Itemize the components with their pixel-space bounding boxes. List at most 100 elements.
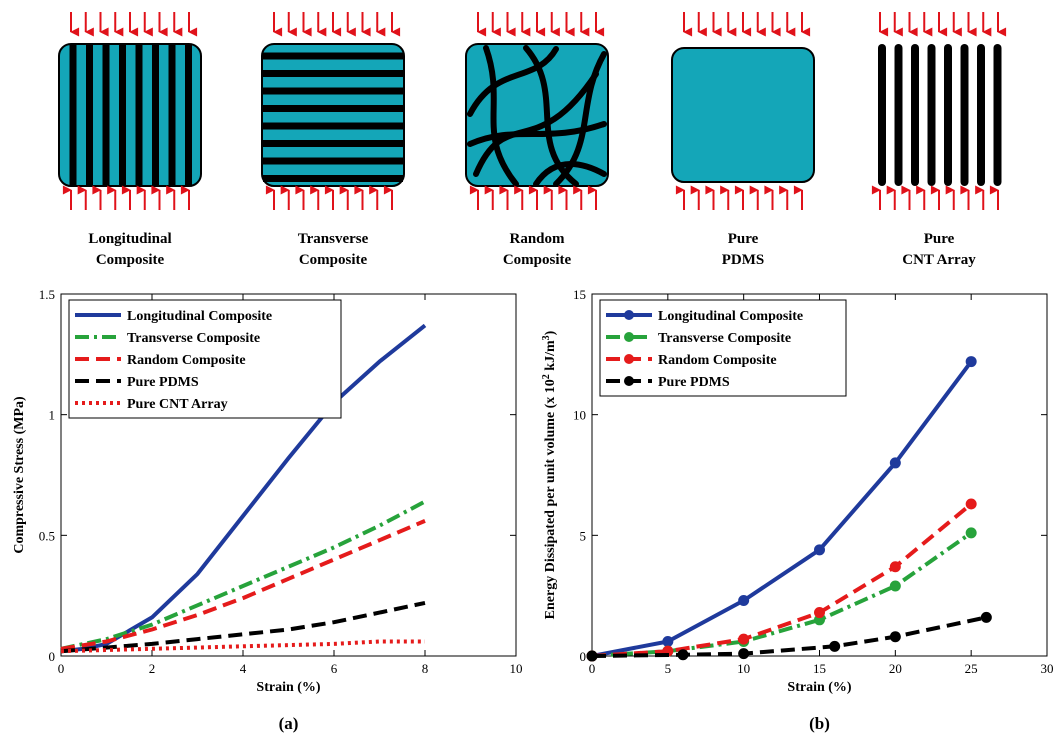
x-axis-label: Strain (%) (256, 680, 321, 695)
legend-label: Longitudinal Composite (658, 309, 803, 324)
y-tick-label: 10 (573, 408, 586, 423)
y-axis-label-part: ) (543, 330, 558, 335)
y-tick-label: 15 (573, 287, 586, 302)
data-point (738, 594, 750, 606)
data-point (889, 457, 901, 469)
schematic-label-line1: Longitudinal (88, 231, 171, 247)
legend-label: Longitudinal Composite (127, 309, 272, 324)
data-point (965, 498, 977, 510)
series-line (60, 499, 426, 651)
schematic-1: Longitudinal Composite (58, 43, 202, 268)
x-tick-label: 20 (889, 661, 902, 676)
x-tick-label: 10 (737, 661, 750, 676)
series-random-composite (60, 519, 426, 651)
arrows-top (683, 12, 811, 37)
schematic-label-line2: Composite (503, 252, 572, 268)
series-transverse-composite (60, 499, 426, 651)
y-tick-label: 0 (580, 649, 587, 664)
series-line (591, 615, 987, 658)
schematic-4: Pure PDMS (671, 47, 815, 268)
x-tick-label: 30 (1041, 661, 1054, 676)
arrows-top (273, 12, 401, 37)
x-tick-label: 8 (422, 661, 429, 676)
arrows-top (477, 12, 605, 37)
schematic-5: Pure CNT Array (878, 44, 1002, 268)
arrows-bottom (675, 185, 803, 210)
y-tick-label: 0.5 (39, 528, 55, 543)
arrows-bottom (871, 185, 999, 210)
panel-label: (b) (809, 714, 830, 733)
y-tick-label: 5 (580, 528, 587, 543)
legend-label: Transverse Composite (127, 331, 260, 346)
series-line (60, 323, 427, 654)
x-tick-label: 15 (813, 661, 826, 676)
schematic-label-line2: PDMS (722, 252, 765, 268)
schematic-label-line1: Transverse (298, 231, 369, 247)
arrows-bottom (62, 185, 190, 210)
cnt-fiber (553, 51, 607, 187)
data-point (814, 544, 825, 556)
data-point (889, 631, 901, 643)
arrows-bottom (265, 185, 393, 210)
arrows-top (70, 12, 198, 37)
schematic-label-line2: Composite (299, 252, 368, 268)
schematic-label-line2: Composite (96, 252, 165, 268)
series-line (591, 502, 973, 658)
cnt-fiber (523, 45, 579, 187)
cnt-fiber (533, 161, 607, 187)
series-longitudinal-composite (60, 323, 427, 654)
data-point (889, 561, 901, 573)
x-axis-label: Strain (%) (787, 680, 852, 695)
y-tick-label: 0 (49, 649, 56, 664)
data-point (738, 633, 750, 645)
y-tick-label: 1 (49, 408, 56, 423)
legend-box (68, 299, 342, 419)
legend-label: Random Composite (658, 353, 777, 368)
data-point (738, 648, 750, 660)
y-axis-label-part: Energy Dissipated per unit volume (x 10 (543, 379, 558, 619)
x-tick-label: 2 (149, 661, 156, 676)
schematic-3: Random Composite (465, 43, 609, 268)
cnt-fiber (467, 121, 607, 147)
pdms-block (58, 43, 202, 187)
x-tick-label: 6 (331, 661, 338, 676)
y-tick-label: 1.5 (39, 287, 55, 302)
series-line (591, 360, 973, 658)
data-point (965, 527, 977, 539)
legend-marker (624, 354, 634, 364)
cnt-fiber (467, 46, 559, 117)
x-tick-label: 5 (665, 661, 672, 676)
pdms-block (671, 47, 815, 183)
schematic-label-line2: CNT Array (902, 252, 976, 268)
arrows-bottom (469, 185, 597, 210)
series-line (60, 519, 426, 651)
legend-marker (624, 376, 634, 386)
legend-label: Pure PDMS (658, 375, 730, 390)
legend-marker (624, 332, 634, 342)
legend-label: Pure CNT Array (127, 397, 228, 412)
data-point (889, 580, 901, 592)
x-tick-label: 0 (58, 661, 65, 676)
data-point (965, 356, 977, 368)
pdms-block (261, 43, 405, 187)
legend-label: Transverse Composite (658, 331, 791, 346)
panel-label: (a) (279, 714, 299, 733)
x-tick-label: 10 (510, 661, 523, 676)
data-point (829, 640, 841, 652)
data-point (980, 611, 992, 623)
data-point (662, 636, 674, 648)
data-point (677, 649, 689, 661)
schematics: Longitudinal Composite Transverse Composite… (58, 12, 1007, 268)
y-axis-label-part: 2 (541, 374, 552, 379)
x-tick-label: 25 (965, 661, 978, 676)
y-axis-label: Energy Dissipated per unit volume (x 102… (541, 330, 559, 619)
schematic-label-line1: Pure (924, 231, 955, 247)
schematic-2: Transverse Composite (261, 43, 405, 268)
series-pure-pdms (586, 611, 992, 662)
schematic-label-line1: Random (509, 231, 565, 247)
y-axis-label-part: kJ/m (543, 340, 558, 374)
cnt-fiber (483, 45, 519, 187)
y-axis-label-part: 3 (541, 335, 552, 340)
data-point (586, 650, 598, 662)
